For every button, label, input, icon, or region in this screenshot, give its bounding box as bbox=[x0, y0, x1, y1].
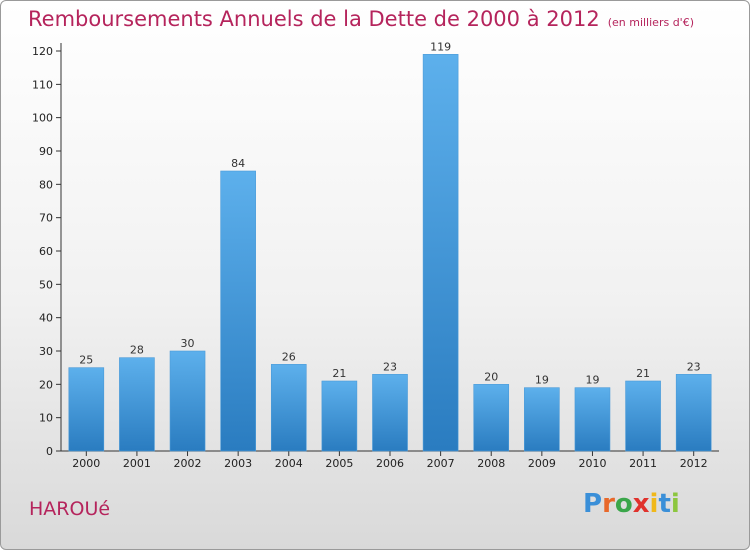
x-tick-label: 2005 bbox=[325, 457, 353, 470]
bar bbox=[422, 54, 459, 452]
y-tick-label: 100 bbox=[32, 112, 53, 125]
logo-letter: x bbox=[632, 489, 650, 519]
y-tick-label: 120 bbox=[32, 45, 53, 58]
bar bbox=[119, 357, 155, 452]
x-tick-label: 2008 bbox=[477, 457, 505, 470]
bar bbox=[220, 170, 256, 452]
bar bbox=[270, 364, 307, 452]
logo-letter: o bbox=[614, 489, 633, 519]
bar-value-label: 23 bbox=[383, 360, 397, 373]
bar-value-label: 84 bbox=[231, 157, 245, 170]
bar bbox=[68, 367, 105, 452]
y-tick-label: 70 bbox=[39, 212, 53, 225]
x-tick-label: 2012 bbox=[680, 457, 708, 470]
logo-letter: t bbox=[658, 489, 671, 519]
bar-value-label: 28 bbox=[130, 344, 144, 357]
bar bbox=[321, 380, 358, 452]
bar-value-label: 119 bbox=[430, 40, 451, 53]
proxiti-logo: Proxiti bbox=[583, 489, 680, 519]
x-tick-label: 2006 bbox=[376, 457, 404, 470]
commune-name: HAROUé bbox=[29, 498, 111, 520]
y-tick-label: 30 bbox=[39, 345, 53, 358]
chart-bars bbox=[68, 54, 712, 452]
bar bbox=[524, 387, 560, 452]
bar-value-label: 21 bbox=[636, 367, 650, 380]
logo-letter: i bbox=[649, 489, 659, 519]
bar-value-label: 20 bbox=[484, 370, 498, 383]
bar-value-label: 25 bbox=[79, 354, 93, 367]
y-tick-label: 50 bbox=[39, 278, 53, 291]
bar-value-label: 23 bbox=[687, 360, 701, 373]
y-tick-label: 0 bbox=[46, 445, 53, 458]
bar bbox=[169, 350, 206, 452]
bar bbox=[574, 387, 611, 452]
x-tick-label: 2003 bbox=[224, 457, 252, 470]
bar bbox=[473, 384, 510, 452]
x-tick-label: 2010 bbox=[578, 457, 606, 470]
x-tick-label: 2007 bbox=[427, 457, 455, 470]
x-tick-label: 2011 bbox=[629, 457, 657, 470]
x-tick-label: 2009 bbox=[528, 457, 556, 470]
y-tick-label: 110 bbox=[32, 78, 53, 91]
chart-unit-text: (en milliers d'€) bbox=[607, 16, 694, 29]
chart-title: Remboursements Annuels de la Dette de 20… bbox=[28, 7, 694, 31]
y-tick-label: 60 bbox=[39, 245, 53, 258]
chart-axes: 0 10 20 30 40 50 60 70 80 90 100 110 120 2000 2001 2002… bbox=[32, 43, 719, 470]
bar-value-label: 19 bbox=[585, 374, 599, 387]
y-tick-label: 40 bbox=[39, 312, 53, 325]
bar-value-label: 26 bbox=[282, 350, 296, 363]
x-tick-label: 2004 bbox=[275, 457, 303, 470]
bar bbox=[372, 374, 408, 452]
y-tick-label: 20 bbox=[39, 378, 53, 391]
chart-data-labels: 25 28 30 84 26 21 23 119 20 19 19 21 23 bbox=[79, 40, 700, 386]
x-tick-label: 2001 bbox=[123, 457, 151, 470]
x-tick-label: 2000 bbox=[72, 457, 100, 470]
logo-letter: P bbox=[583, 489, 603, 519]
bar-value-label: 30 bbox=[181, 337, 195, 350]
bar-value-label: 19 bbox=[535, 374, 549, 387]
y-tick-label: 10 bbox=[39, 412, 53, 425]
y-tick-label: 90 bbox=[39, 145, 53, 158]
y-tick-label: 80 bbox=[39, 178, 53, 191]
chart-title-text: Remboursements Annuels de la Dette de 20… bbox=[28, 7, 600, 31]
logo-letter: i bbox=[670, 489, 680, 519]
x-tick-label: 2002 bbox=[174, 457, 202, 470]
bar-value-label: 21 bbox=[332, 367, 346, 380]
bar bbox=[675, 374, 712, 452]
bar bbox=[625, 380, 661, 452]
logo-letter: r bbox=[602, 489, 615, 519]
